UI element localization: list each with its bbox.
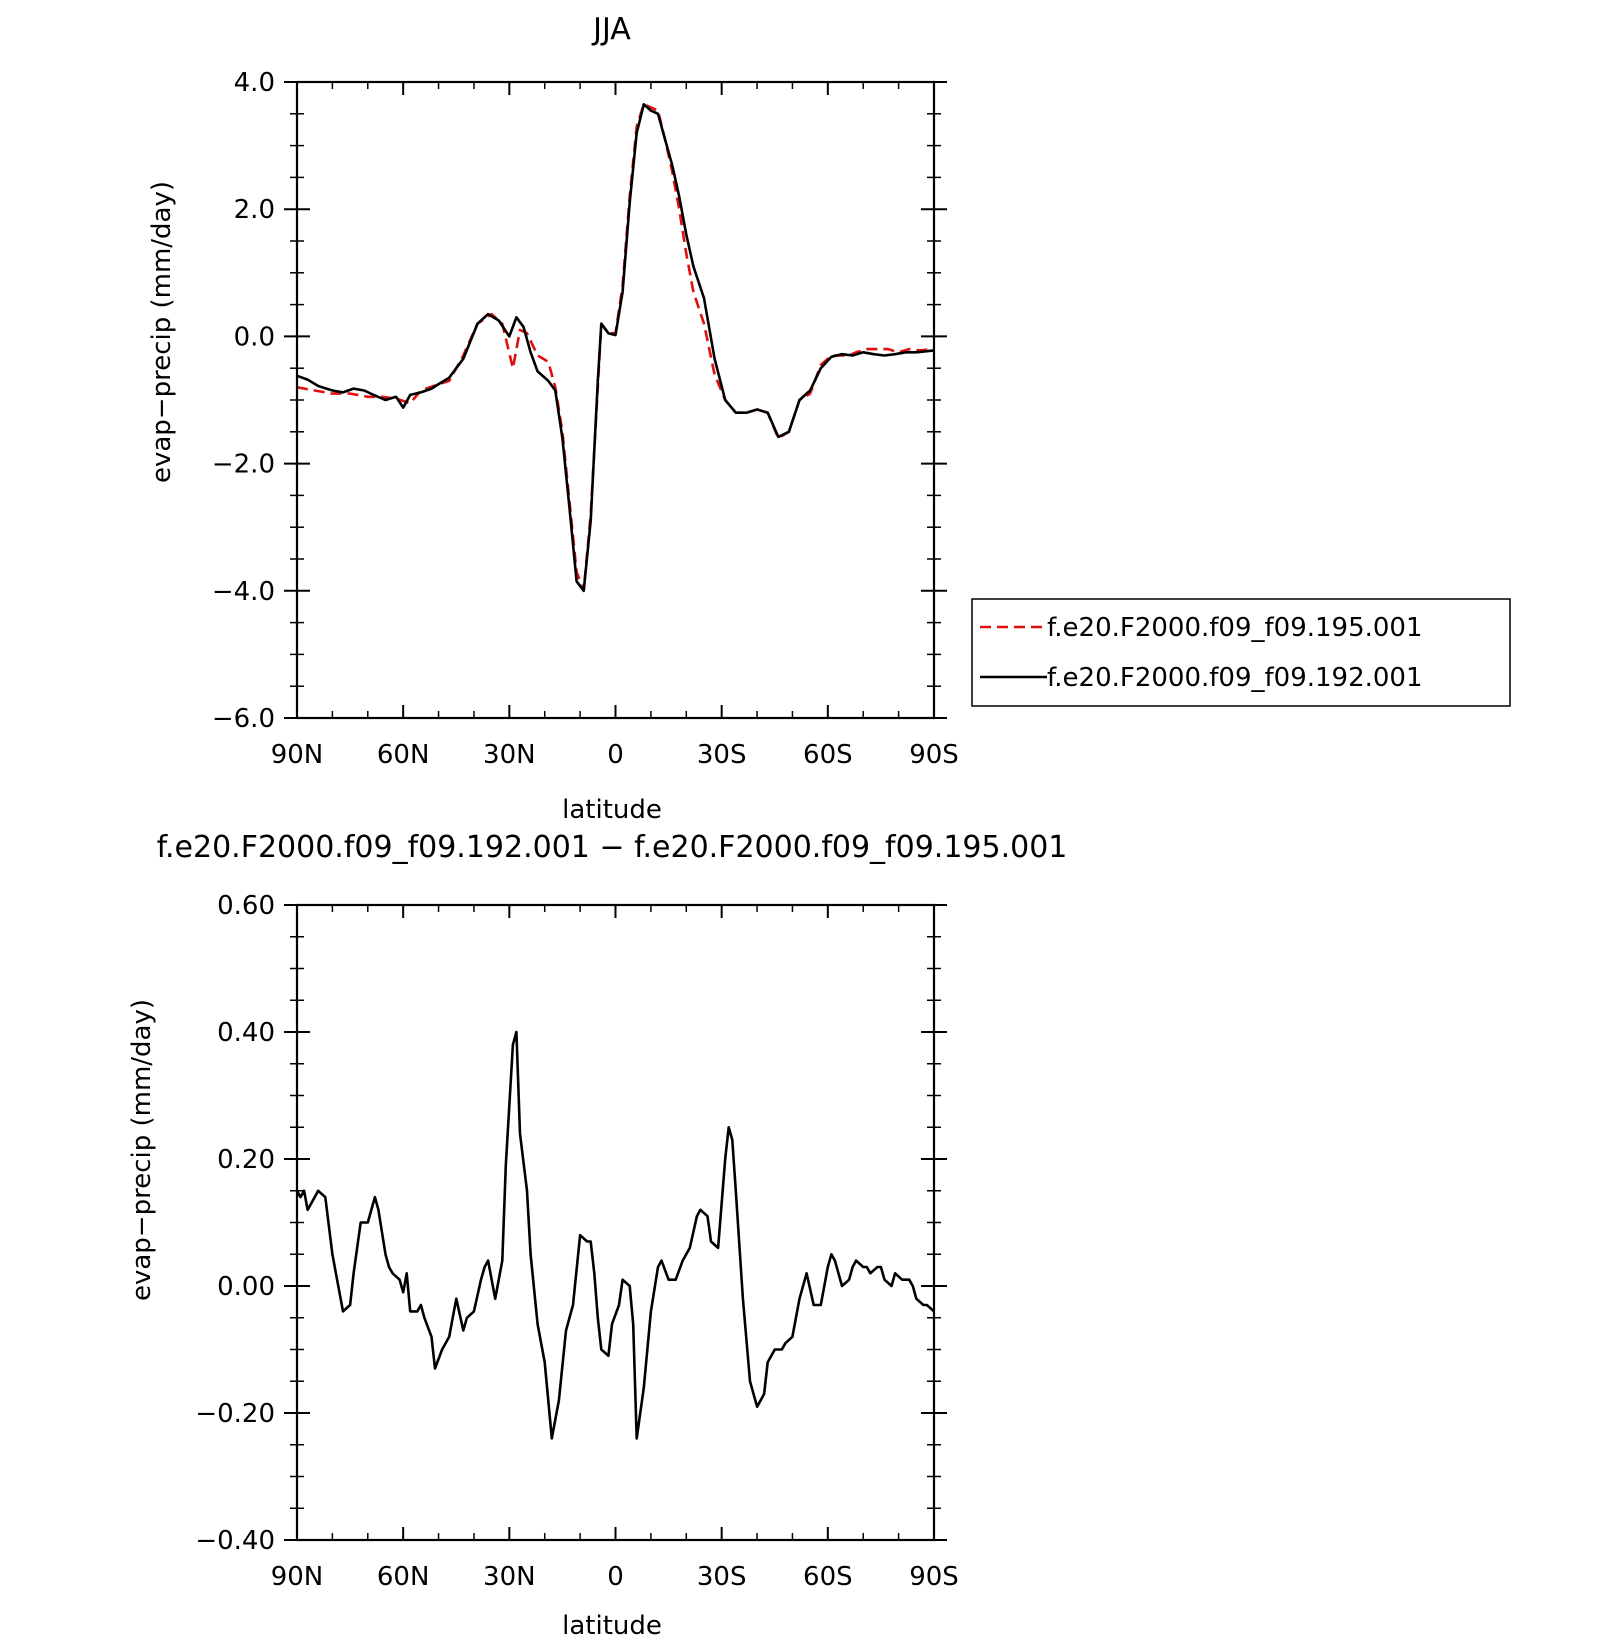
bottom-panel: f.e20.F2000.f09_f09.192.001 − f.e20.F200… — [127, 830, 1067, 1641]
x-tick-label: 90S — [909, 1562, 959, 1592]
legend-label-series-1: f.e20.F2000.f09_f09.195.001 — [1047, 613, 1423, 643]
x-tick-label: 0 — [607, 1562, 624, 1592]
legend-box — [971, 598, 1511, 707]
y-tick-label: 0.00 — [217, 1272, 275, 1302]
series-line-1 — [297, 1030, 934, 1440]
x-tick-label: 60S — [803, 1562, 853, 1592]
bottom-panel-title: f.e20.F2000.f09_f09.192.001 − f.e20.F200… — [157, 830, 1068, 865]
y-tick-label: 0.0 — [234, 322, 275, 352]
x-tick-label: 60N — [377, 740, 430, 770]
y-tick-label: 4.0 — [234, 68, 275, 98]
y-tick-label: 0.60 — [217, 891, 275, 921]
x-tick-label: 30S — [697, 1562, 747, 1592]
series-line-1 — [297, 103, 934, 593]
y-tick-label: 0.20 — [217, 1145, 275, 1175]
plot-frame — [295, 80, 936, 720]
y-tick-label: −2.0 — [212, 450, 275, 480]
top-panel-x-axis-label: latitude — [562, 795, 662, 825]
x-tick-label: 30S — [697, 740, 747, 770]
series-line-2 — [297, 103, 934, 593]
y-tick-label: 0.40 — [217, 1018, 275, 1048]
x-tick-label: 30N — [483, 1562, 536, 1592]
y-tick-label: −6.0 — [212, 704, 275, 734]
legend-label-series-2: f.e20.F2000.f09_f09.192.001 — [1047, 663, 1423, 693]
plot-frame — [295, 903, 936, 1542]
x-tick-label: 0 — [607, 740, 624, 770]
x-tick-label: 60N — [377, 1562, 430, 1592]
bottom-panel-y-axis-label: evap−precip (mm/day) — [127, 999, 157, 1301]
y-tick-label: −0.40 — [195, 1526, 275, 1556]
x-tick-label: 60S — [803, 740, 853, 770]
x-tick-label: 90S — [909, 740, 959, 770]
y-tick-label: −0.20 — [195, 1399, 275, 1429]
x-tick-label: 90N — [271, 740, 324, 770]
top-panel-y-axis-label: evap−precip (mm/day) — [147, 181, 177, 483]
y-tick-label: 2.0 — [234, 195, 275, 225]
bottom-panel-x-axis-label: latitude — [562, 1611, 662, 1641]
top-panel-legend: f.e20.F2000.f09_f09.195.001 f.e20.F2000.… — [971, 598, 1511, 707]
x-tick-label: 90N — [271, 1562, 324, 1592]
top-panel-title: JJA — [591, 12, 631, 47]
x-tick-label: 30N — [483, 740, 536, 770]
y-tick-label: −4.0 — [212, 577, 275, 607]
top-panel: JJA latitude evap−precip (mm/day) f.e20.… — [147, 12, 1511, 825]
